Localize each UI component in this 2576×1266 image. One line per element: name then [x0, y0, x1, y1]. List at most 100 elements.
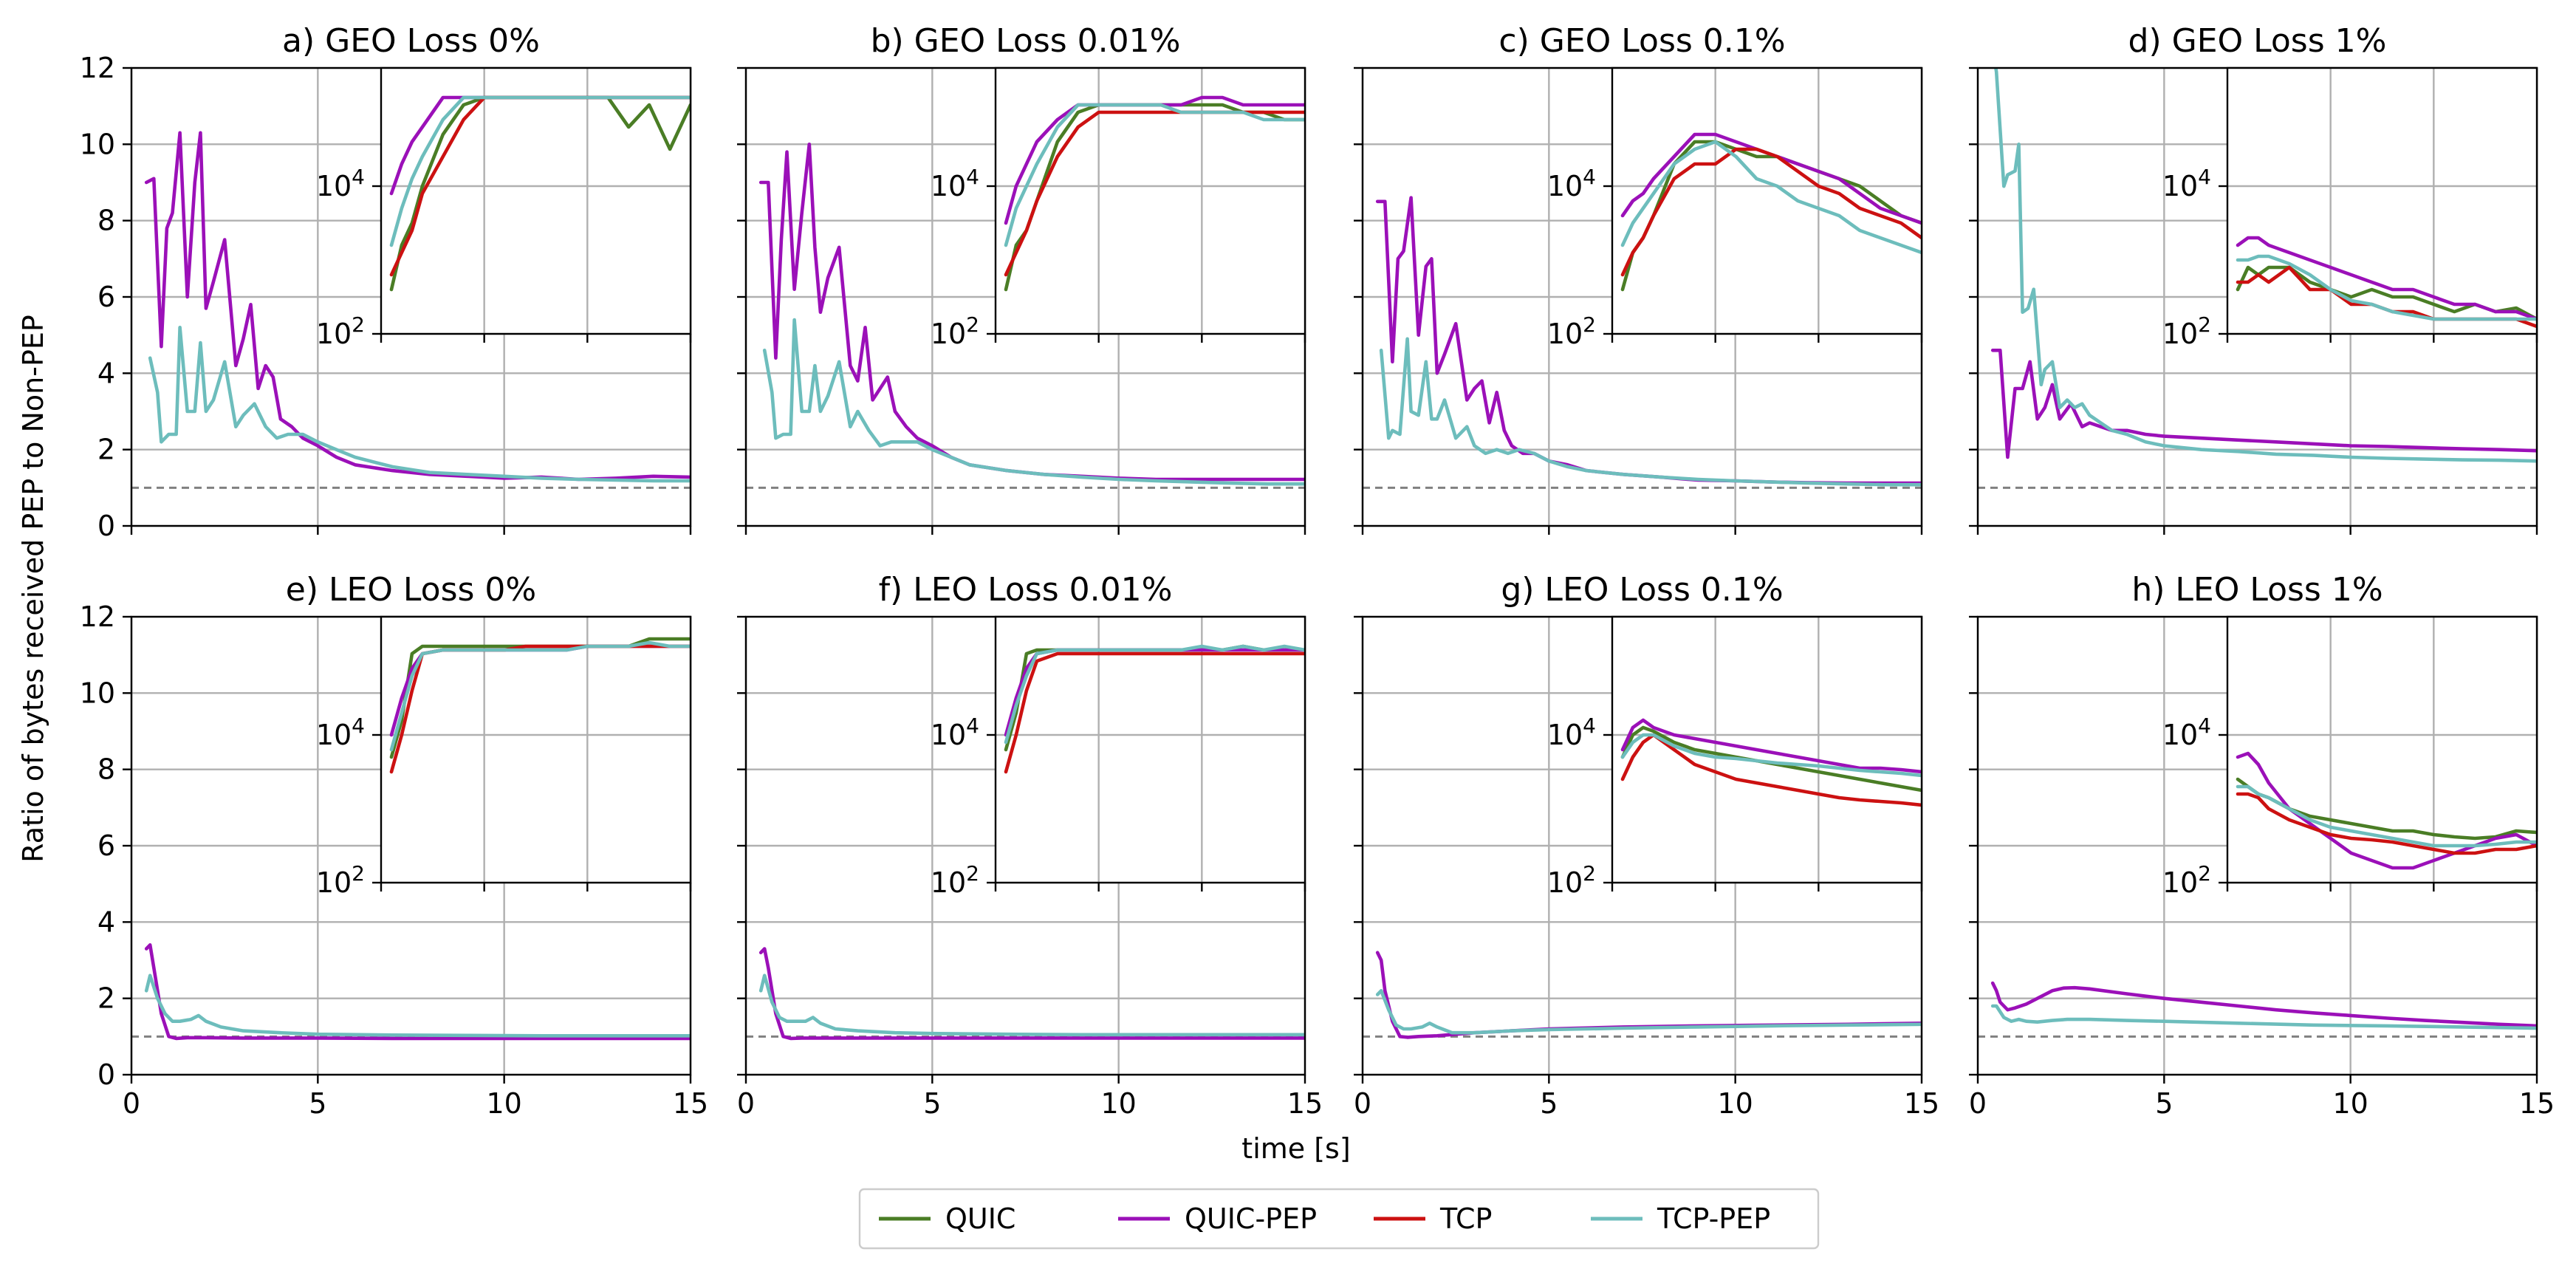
y-tick-label: 8 [97, 753, 115, 786]
inset-series-group [389, 95, 691, 292]
inset-series-line-tcp-pep [1620, 140, 1922, 255]
x-tick-label: 10 [1717, 1087, 1753, 1120]
inset-frame [2226, 615, 2538, 884]
x-tick-label: 5 [2155, 1087, 2173, 1120]
inset-frame [380, 615, 692, 884]
inset-series-line-tcp-pep [1004, 644, 1305, 745]
y-axis-label: Ratio of bytes received PEP to Non-PEP [17, 315, 49, 863]
inset-y-tick-label: 104 [2162, 714, 2211, 751]
panel-title: d) GEO Loss 1% [2128, 22, 2387, 60]
inset-series-line-tcp [1620, 733, 1922, 807]
series-group [144, 131, 691, 483]
series-line-quic-pep [144, 943, 691, 1041]
y-tick-label: 6 [97, 281, 115, 313]
inset-0: 102 104 [316, 66, 692, 350]
x-tick-label: 5 [1540, 1087, 1558, 1120]
inset-series-group [1004, 644, 1305, 774]
panel-4: 0 5 10 15 0 2 4 6 8 10 12 e) LEO Loss 0% 102 104 [80, 571, 709, 1120]
series-group [758, 947, 1305, 1041]
inset-y-tick-label: 104 [316, 714, 365, 751]
x-tick-label: 15 [1287, 1087, 1323, 1120]
panel-title: h) LEO Loss 1% [2131, 571, 2383, 609]
legend: QUIC QUIC-PEP TCP TCP-PEP [858, 1188, 1820, 1250]
inset-background [381, 68, 691, 334]
inset-background [381, 617, 691, 883]
y-tick-label: 12 [80, 601, 115, 633]
series-line-tcp-pep [1379, 337, 1922, 487]
series-group [1375, 951, 1922, 1039]
inset-y-tick-label: 102 [316, 861, 365, 899]
inset-y-tick-label: 104 [2162, 165, 2211, 202]
inset-series-line-tcp-pep [389, 95, 691, 247]
x-tick-label: 10 [1100, 1087, 1136, 1120]
inset-y-tick-label: 104 [931, 714, 979, 751]
inset-series-line-tcp-pep [389, 640, 691, 752]
panel-title: e) LEO Loss 0% [286, 571, 536, 609]
legend-label: TCP-PEP [1657, 1202, 1770, 1235]
panel-7: 0 5 10 15 h) LEO Loss 1% 102 104 [1969, 571, 2555, 1120]
x-tick-label: 10 [486, 1087, 521, 1120]
inset-series-line-tcp [2236, 792, 2537, 855]
series-line-tcp-pep [762, 318, 1305, 486]
series-line-quic-pep [144, 131, 691, 482]
series-group [144, 943, 691, 1041]
inset-y-tick-label: 102 [316, 312, 365, 350]
panel-1: b) GEO Loss 0.01% 102 104 [737, 22, 1306, 535]
x-tick-label: 15 [673, 1087, 708, 1120]
y-tick-label: 0 [97, 510, 115, 542]
inset-frame [2226, 66, 2538, 335]
legend-entry-quic: QUIC [879, 1202, 1015, 1235]
x-tick-label: 5 [923, 1087, 941, 1120]
inset-background [2227, 617, 2537, 883]
x-tick-label: 0 [737, 1087, 755, 1120]
inset-series-line-tcp-pep [1620, 733, 1922, 778]
inset-frame [994, 615, 1306, 884]
inset-frame [1611, 66, 1923, 335]
panel-title: c) GEO Loss 0.1% [1498, 22, 1785, 60]
x-axis-label: time [s] [1241, 1132, 1350, 1165]
y-tick-label: 4 [97, 906, 115, 938]
panel-title: g) LEO Loss 0.1% [1501, 571, 1783, 609]
legend-entry-tcp-pep: TCP-PEP [1591, 1202, 1770, 1235]
inset-y-tick-label: 104 [1547, 165, 1596, 202]
inset-y-tick-label: 102 [1547, 312, 1596, 350]
inset-background [2227, 68, 2537, 334]
inset-y-tick-label: 104 [1547, 714, 1596, 751]
inset-series-group [1620, 132, 1922, 292]
inset-series-line-tcp [1004, 651, 1305, 774]
x-tick-label: 15 [1904, 1087, 1939, 1120]
inset-7: 102 104 [2162, 615, 2538, 899]
series-line-tcp-pep [758, 974, 1305, 1037]
inset-frame [380, 66, 692, 335]
x-tick-label: 5 [309, 1087, 326, 1120]
legend-label: QUIC-PEP [1185, 1202, 1317, 1235]
inset-series-line-tcp [1620, 147, 1922, 277]
panel-6: 0 5 10 15 g) LEO Loss 0.1% 102 104 [1354, 571, 1939, 1120]
y-tick-label: 2 [97, 434, 115, 466]
y-tick-label: 4 [97, 357, 115, 389]
legend-entry-quic-pep: QUIC-PEP [1118, 1202, 1317, 1235]
inset-y-tick-label: 102 [931, 861, 979, 899]
inset-series-line-quic-pep [1620, 718, 1922, 774]
x-tick-label: 15 [2519, 1087, 2555, 1120]
series-line-tcp-pep [144, 974, 691, 1038]
inset-y-tick-label: 102 [2162, 312, 2211, 350]
series-line-quic-pep [758, 947, 1305, 1041]
panel-title: a) GEO Loss 0% [282, 22, 540, 60]
inset-series-group [389, 637, 691, 774]
y-tick-label: 0 [97, 1058, 115, 1091]
inset-2: 102 104 [1547, 66, 1923, 350]
y-tick-label: 12 [80, 52, 115, 84]
inset-1: 102 104 [931, 66, 1306, 350]
panel-0: 0 2 4 6 8 10 12 a) GEO Loss 0% 102 104 [80, 22, 692, 542]
x-tick-label: 0 [123, 1087, 140, 1120]
inset-y-tick-label: 104 [316, 165, 365, 202]
inset-series-group [2236, 751, 2537, 870]
inset-background [1612, 617, 1922, 883]
series-group [1990, 68, 2537, 463]
panel-title: f) LEO Loss 0.01% [879, 571, 1173, 609]
series-group [1990, 981, 2537, 1030]
series-line-quic-pep [1990, 981, 2537, 1028]
